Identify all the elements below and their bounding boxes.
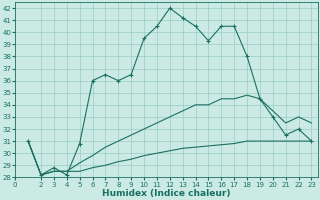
X-axis label: Humidex (Indice chaleur): Humidex (Indice chaleur)	[102, 189, 231, 198]
